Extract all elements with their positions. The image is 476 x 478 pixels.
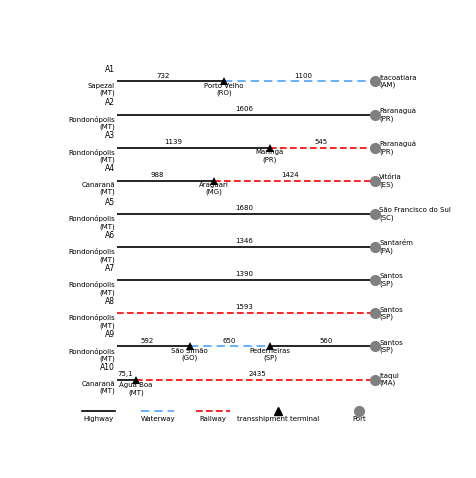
Text: Porto Velho
(RO): Porto Velho (RO) <box>204 83 243 96</box>
Text: A8: A8 <box>105 297 115 306</box>
Text: Rondonópolis
(MT): Rondonópolis (MT) <box>68 149 115 163</box>
Text: A5: A5 <box>105 197 115 206</box>
Text: 732: 732 <box>156 73 169 78</box>
Text: 1346: 1346 <box>235 238 253 244</box>
Text: 650: 650 <box>222 337 235 344</box>
Text: Rondonópolis
(MT): Rondonópolis (MT) <box>68 215 115 229</box>
Text: Canaranã
(MT): Canaranã (MT) <box>81 182 115 196</box>
Text: Paranaguá
(PR): Paranaguá (PR) <box>378 108 416 121</box>
Text: Canaranã
(MT): Canaranã (MT) <box>81 380 115 394</box>
Text: A4: A4 <box>105 164 115 174</box>
Text: Rondonópolis
(MT): Rondonópolis (MT) <box>68 348 115 362</box>
Text: Rondonópolis
(MT): Rondonópolis (MT) <box>68 315 115 329</box>
Text: A6: A6 <box>105 231 115 240</box>
Text: A10: A10 <box>100 363 115 372</box>
Text: Itaqui
(MA): Itaqui (MA) <box>378 373 398 386</box>
Text: A1: A1 <box>105 65 115 74</box>
Text: transshipment terminal: transshipment terminal <box>236 416 318 422</box>
Text: 1593: 1593 <box>235 304 253 310</box>
Text: Railway: Railway <box>199 416 226 422</box>
Text: Santarém
(PA): Santarém (PA) <box>378 240 412 254</box>
Text: 1606: 1606 <box>235 106 253 112</box>
Text: Maringá
(PR): Maringá (PR) <box>255 149 284 163</box>
Text: Vitória
(ES): Vitória (ES) <box>378 174 401 187</box>
Text: Pederneiras
(SP): Pederneiras (SP) <box>249 348 290 361</box>
Text: 1424: 1424 <box>281 172 298 178</box>
Text: São Simão
(GO): São Simão (GO) <box>171 348 208 361</box>
Text: Rondonópolis
(MT): Rondonópolis (MT) <box>68 248 115 263</box>
Text: Waterway: Waterway <box>140 416 175 422</box>
Text: Santos
(SP): Santos (SP) <box>378 306 402 320</box>
Text: Port: Port <box>351 416 365 422</box>
Text: 988: 988 <box>151 172 164 178</box>
Text: A2: A2 <box>105 98 115 107</box>
Text: Highway: Highway <box>83 416 113 422</box>
Text: Paranaguá
(PR): Paranaguá (PR) <box>378 141 416 155</box>
Text: 592: 592 <box>140 337 154 344</box>
Text: 1390: 1390 <box>235 272 253 277</box>
Text: A9: A9 <box>105 330 115 339</box>
Text: Itacoatiara
(AM): Itacoatiara (AM) <box>378 75 416 88</box>
Text: 1139: 1139 <box>164 139 182 145</box>
Text: 1680: 1680 <box>235 205 253 211</box>
Text: Santos
(SP): Santos (SP) <box>378 273 402 287</box>
Text: 545: 545 <box>314 139 327 145</box>
Text: São Francisco do Sul
(SC): São Francisco do Sul (SC) <box>378 207 450 221</box>
Text: 75,1: 75,1 <box>117 370 133 377</box>
Text: Santos
(SP): Santos (SP) <box>378 340 402 353</box>
Text: A7: A7 <box>105 264 115 273</box>
Text: Rondonópolis
(MT): Rondonópolis (MT) <box>68 282 115 296</box>
Text: A3: A3 <box>105 131 115 141</box>
Text: Rondonópolis
(MT): Rondonópolis (MT) <box>68 116 115 130</box>
Text: 1100: 1100 <box>294 73 311 78</box>
Text: Água Boa
(MT): Água Boa (MT) <box>119 380 152 396</box>
Text: 2435: 2435 <box>248 370 266 377</box>
Text: Sapezal
(MT): Sapezal (MT) <box>88 83 115 96</box>
Text: 560: 560 <box>319 337 332 344</box>
Text: Araguari
(MG): Araguari (MG) <box>198 182 228 196</box>
